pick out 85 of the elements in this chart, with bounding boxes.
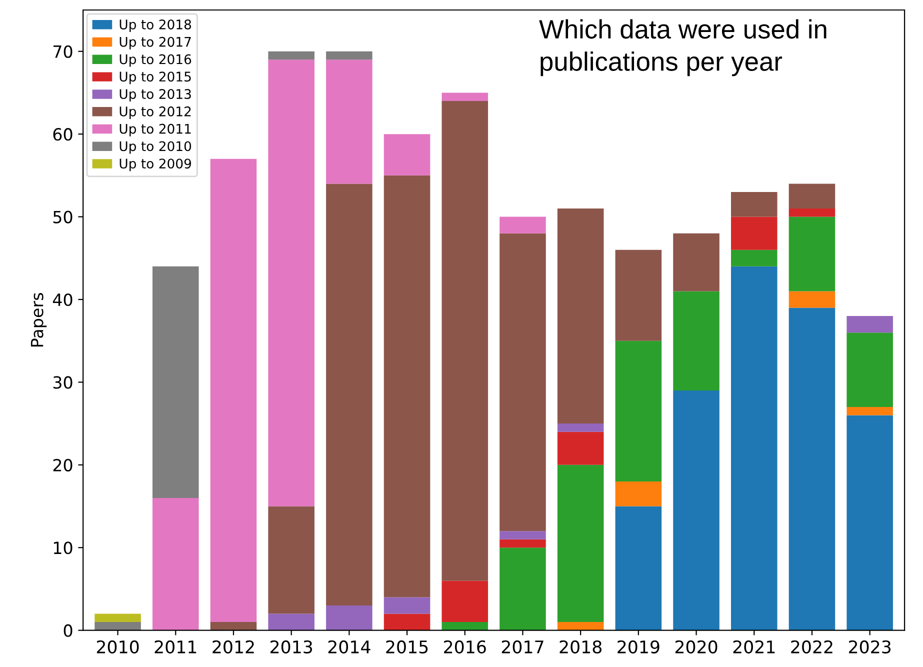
bar (500, 548, 546, 630)
x-tick-label: 2017 (502, 640, 544, 654)
x-tick-label: 2021 (733, 640, 775, 654)
bar (673, 390, 720, 630)
x-tick-label: 2018 (560, 640, 602, 654)
bar (788, 308, 836, 630)
x-tick-label: 2016 (444, 640, 486, 654)
bar (730, 192, 778, 217)
legend-label: Up to 2012 (120, 106, 191, 119)
bar (210, 622, 257, 630)
x-tick-label: 2020 (675, 640, 718, 654)
bar (788, 216, 836, 292)
bar (500, 539, 546, 548)
bar (326, 184, 372, 606)
y-tick-label: 10 (54, 542, 72, 554)
legend-label: Up to 2009 (120, 158, 192, 172)
bar (500, 216, 546, 234)
bar (788, 184, 836, 209)
x-tick-label: 2013 (270, 640, 312, 654)
legend-label: Up to 2011 (120, 124, 191, 136)
bar (500, 233, 546, 532)
bar (846, 316, 893, 333)
bar (557, 208, 604, 424)
x-tick-label: 2022 (791, 640, 832, 654)
bar (384, 175, 430, 598)
x-tick-label: 2023 (849, 640, 891, 654)
bar (557, 424, 604, 432)
bar (152, 266, 199, 498)
bar (326, 606, 372, 630)
bar (730, 216, 778, 250)
bar (846, 415, 893, 630)
bar (384, 614, 430, 630)
bar (673, 233, 720, 292)
bar (210, 158, 257, 622)
legend-label: Up to 2013 (120, 89, 191, 102)
bar (326, 60, 372, 184)
bar (673, 291, 720, 390)
bar (94, 622, 141, 630)
bar (384, 597, 430, 614)
bar (846, 407, 893, 416)
y-tick-label: 30 (53, 376, 72, 389)
x-tick-label: 2014 (328, 640, 370, 654)
bar (557, 622, 604, 630)
bar (788, 208, 836, 217)
legend-label: Up to 2018 (120, 19, 192, 32)
y-tick-label: 0 (64, 624, 72, 637)
x-tick-label: 2012 (212, 640, 254, 654)
bar (615, 250, 662, 341)
legend-label: Up to 2010 (120, 141, 192, 154)
bar (846, 332, 893, 408)
x-tick-label: 2019 (618, 640, 660, 654)
bar (615, 481, 662, 506)
bar (326, 51, 372, 60)
bar (788, 291, 836, 308)
bar (442, 92, 488, 101)
y-tick-label: 20 (53, 458, 72, 472)
bar (268, 60, 314, 506)
bar (442, 622, 488, 630)
legend-label: Up to 2017 (120, 36, 191, 50)
x-tick-label: 2011 (154, 640, 196, 654)
bar (557, 432, 604, 465)
bar (442, 100, 488, 581)
y-tick-label: 40 (52, 293, 72, 306)
text: Which data were used in publications per year (539, 19, 826, 76)
bar (730, 250, 778, 266)
bar (500, 531, 546, 540)
bar (384, 134, 430, 176)
bar (615, 340, 662, 482)
x-tick-label: 2010 (96, 640, 139, 654)
bar (268, 51, 314, 60)
y-tick-label: 70 (54, 45, 72, 58)
bar (268, 614, 314, 630)
bar (152, 498, 199, 630)
x-tick-label: 2015 (386, 640, 428, 654)
legend-label: Up to 2016 (120, 54, 192, 67)
y-tick-label: 50 (53, 210, 72, 224)
bar (615, 506, 662, 630)
bar (557, 464, 604, 622)
y-tick-label: 60 (53, 128, 72, 141)
bar (730, 266, 778, 630)
bar (94, 614, 141, 622)
legend-label: Up to 2015 (120, 72, 191, 84)
bar (442, 580, 488, 622)
bar (268, 506, 314, 614)
y-axis-title: Papers (30, 293, 47, 346)
